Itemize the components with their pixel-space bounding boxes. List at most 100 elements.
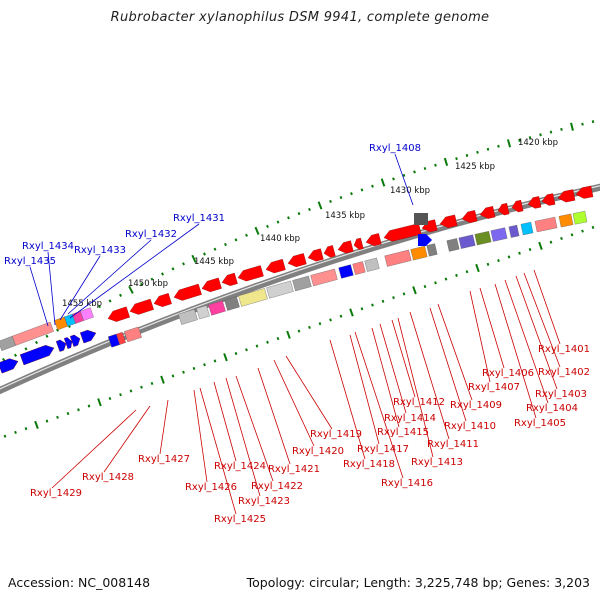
ruler-tick <box>308 207 311 212</box>
ruler-label: 1430 kbp <box>390 186 430 196</box>
ruler-tick <box>318 322 322 326</box>
ruler-tick <box>381 299 385 303</box>
leader-line <box>69 223 200 319</box>
cog-category-block <box>352 261 366 275</box>
ruler-tick <box>276 337 280 341</box>
gene-label: Rxyl_1417 <box>357 444 409 455</box>
gene-label: Rxyl_1406 <box>482 368 534 379</box>
cog-category-block <box>178 308 198 325</box>
ruler-tick <box>349 308 354 317</box>
cog-category-block <box>80 307 94 321</box>
leader-line <box>159 399 169 455</box>
ruler-label: 1425 kbp <box>455 162 495 172</box>
ruler-tick <box>161 272 164 276</box>
leader-line <box>67 239 152 315</box>
leader-line <box>51 409 137 489</box>
reverse-gene-arrow <box>527 196 542 209</box>
ruler-tick <box>549 240 553 244</box>
forward-gene-arrow <box>55 339 67 352</box>
gene-label: Rxyl_1407 <box>468 382 520 393</box>
leader-line <box>273 359 315 447</box>
gene-label: Rxyl_1435 <box>4 256 56 267</box>
gene-label: Rxyl_1405 <box>514 418 566 429</box>
ruler-tick <box>150 381 154 386</box>
ruler-tick <box>486 262 490 266</box>
reverse-gene-arrow <box>557 189 576 203</box>
ruler-tick <box>182 370 185 374</box>
ruler-label: 1435 kbp <box>325 211 365 221</box>
ruler-tick <box>66 411 70 416</box>
leader-line <box>409 311 450 440</box>
ruler-tick <box>591 225 595 230</box>
reverse-gene-arrow <box>221 272 238 286</box>
leader-line <box>59 255 101 321</box>
ruler-tick <box>402 292 406 296</box>
reverse-gene-arrow <box>511 200 524 213</box>
ruler-tick <box>34 420 39 429</box>
reverse-gene-arrow <box>107 306 130 322</box>
leader-line <box>235 375 274 482</box>
ruler-tick <box>140 282 143 287</box>
ruler-tick <box>350 192 353 196</box>
cog-category-block <box>458 234 476 249</box>
ruler-tick <box>434 163 437 167</box>
ruler-tick <box>476 150 479 154</box>
ruler-tick <box>14 430 17 434</box>
cog-category-block <box>410 245 428 261</box>
ruler-tick <box>412 286 417 295</box>
leader-line <box>429 307 467 422</box>
reverse-gene-arrow <box>307 248 324 262</box>
ruler-tick <box>108 299 112 303</box>
leader-line <box>285 355 333 430</box>
gene-label: Rxyl_1418 <box>343 459 395 470</box>
ruler-tick <box>423 166 427 171</box>
ruler-tick <box>444 277 448 281</box>
feature-layer <box>0 185 594 374</box>
ruler-tick <box>97 398 102 407</box>
ruler-tick <box>465 270 469 274</box>
leader-line <box>469 290 491 383</box>
reverse-gene-arrow <box>479 206 496 219</box>
reverse-gene-arrow <box>383 223 422 242</box>
ruler-tick <box>392 177 395 181</box>
gene-label: Rxyl_1427 <box>138 454 190 465</box>
ruler-tick <box>160 375 165 384</box>
gene-label: Rxyl_1428 <box>82 472 134 483</box>
cog-category-block <box>266 280 294 299</box>
reverse-gene-arrow <box>461 210 478 223</box>
ruler-label: 1455 kbp <box>62 299 102 309</box>
leader-line <box>391 319 416 398</box>
gene-1408-block <box>414 213 428 225</box>
ruler-tick <box>528 247 532 252</box>
ruler-tick <box>150 277 154 281</box>
ruler-tick <box>266 340 269 344</box>
reverse-gene-arrow <box>323 245 336 258</box>
gene-label: Rxyl_1433 <box>74 245 126 256</box>
reverse-gene-arrow <box>337 240 354 254</box>
leader-line <box>29 266 49 327</box>
leader-line <box>47 251 56 326</box>
ruler-tick <box>287 216 290 220</box>
ruler-tick <box>192 366 196 371</box>
ruler-tick <box>507 255 511 259</box>
ruler-tick <box>234 238 238 242</box>
ruler-tick <box>129 389 133 393</box>
ruler-label: 1440 kbp <box>260 234 300 244</box>
ruler-tick <box>77 408 80 412</box>
reverse-gene-arrow <box>153 293 172 307</box>
ruler-tick <box>539 133 542 137</box>
ruler-tick <box>455 273 458 277</box>
gene-label: Rxyl_1434 <box>22 241 74 252</box>
ruler-tick <box>234 351 238 356</box>
ruler-tick <box>339 314 343 318</box>
ruler-tick <box>286 330 291 339</box>
ruler-tick <box>591 120 595 124</box>
gene-label: Rxyl_1426 <box>185 482 237 493</box>
reverse-gene-arrow <box>439 214 458 228</box>
ruler-tick <box>245 233 248 237</box>
leader-line <box>504 279 549 404</box>
label-leader-lines <box>29 153 561 515</box>
ruler-tick <box>455 157 458 161</box>
ruler-tick <box>297 329 301 333</box>
